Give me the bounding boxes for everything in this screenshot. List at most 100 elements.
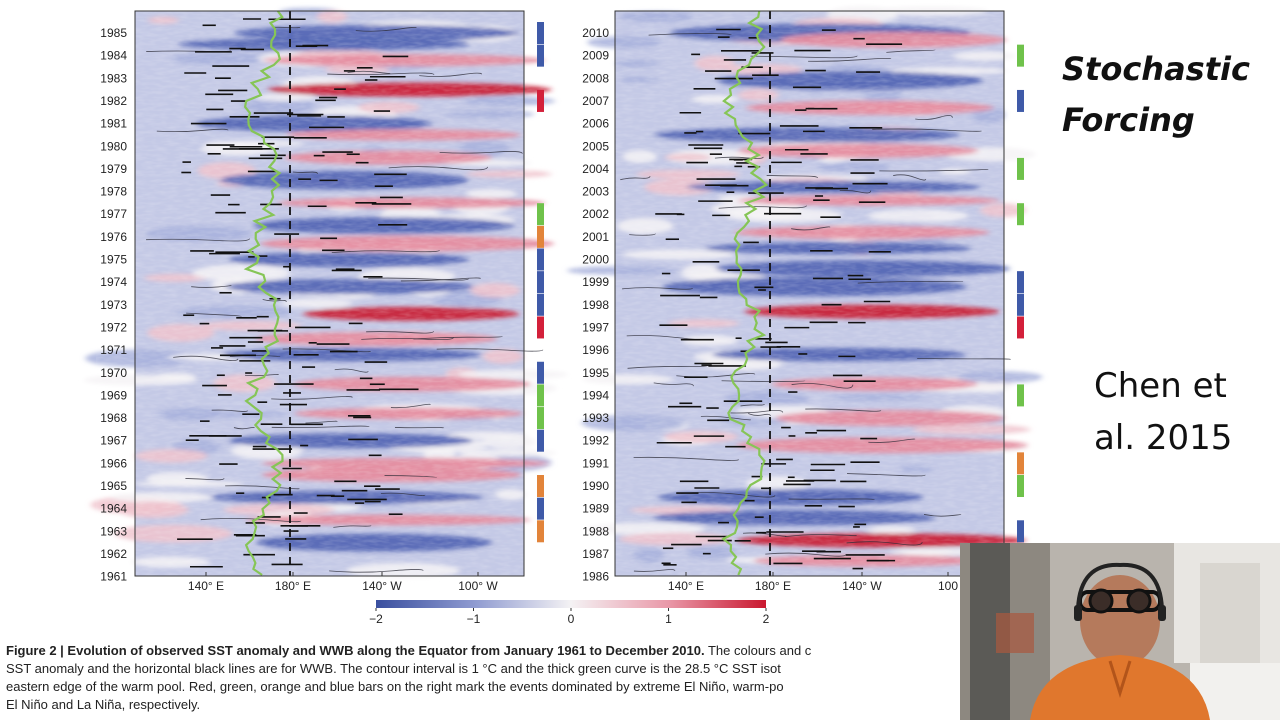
contour-line — [331, 249, 440, 254]
contour-line — [917, 357, 1012, 360]
x-tick-label: 180° E — [275, 579, 311, 593]
contour-line — [653, 382, 694, 387]
event-bar — [537, 203, 544, 226]
contour-line — [211, 409, 248, 412]
event-bar — [1017, 271, 1024, 294]
caption-line-2: SST anomaly and the horizontal black lin… — [6, 661, 781, 676]
contour-line — [879, 169, 989, 172]
event-bar — [537, 22, 544, 44]
y-tick-label: 1974 — [100, 275, 127, 289]
event-bar — [1017, 203, 1024, 226]
caption-line-1-rest: The colours and c — [704, 643, 812, 658]
event-bar — [1017, 89, 1024, 112]
event-bar — [537, 89, 544, 112]
y-tick-label: 1984 — [100, 49, 127, 63]
contour-line — [742, 532, 787, 537]
y-tick-label: 1989 — [582, 502, 609, 516]
contour-line — [347, 70, 391, 74]
contour-line — [390, 403, 431, 409]
y-tick-label: 1979 — [100, 162, 127, 176]
event-bar — [537, 497, 544, 520]
y-tick-label: 1966 — [100, 456, 127, 470]
contour-line — [847, 473, 926, 477]
contour-line — [846, 541, 923, 546]
y-tick-label: 1972 — [100, 320, 127, 334]
caption-label: Figure 2 | Evolution of observed SST ano… — [6, 643, 705, 658]
contour-line — [355, 26, 417, 32]
contour-line — [436, 348, 544, 352]
contour-line — [329, 569, 424, 573]
contour-line — [200, 518, 302, 523]
y-tick-label: 1999 — [582, 275, 609, 289]
contour-line — [886, 49, 936, 53]
warm-pool-isotherm — [243, 10, 284, 576]
y-tick-label: 1981 — [100, 117, 127, 131]
y-tick-label: 1994 — [582, 388, 609, 402]
slide-title-line1: Stochastic — [1062, 50, 1250, 88]
y-tick-label: 1970 — [100, 366, 127, 380]
contour-line — [186, 312, 242, 317]
contour-line — [368, 277, 469, 281]
y-tick-label: 1992 — [582, 434, 609, 448]
event-bar — [537, 44, 544, 67]
figure-caption: Figure 2 | Evolution of observed SST ano… — [6, 642, 966, 714]
event-bar — [537, 225, 544, 248]
event-bar — [1017, 384, 1024, 407]
contour-line — [271, 425, 370, 428]
y-tick-label: 1977 — [100, 207, 127, 221]
y-tick-label: 1982 — [100, 94, 127, 108]
contour-line — [808, 57, 892, 62]
event-bar — [1017, 293, 1024, 316]
y-tick-label: 2009 — [582, 49, 609, 63]
y-tick-label: 1993 — [582, 411, 609, 425]
contour-line — [893, 174, 927, 181]
contour-line — [262, 299, 287, 302]
heatmap-frame — [134, 10, 525, 577]
webcam-illustration — [960, 543, 1280, 720]
contour-line — [225, 485, 300, 490]
contour-line — [788, 498, 875, 501]
citation-line2: al. 2015 — [1094, 418, 1233, 458]
contour-line — [292, 171, 318, 174]
y-tick-label: 1995 — [582, 366, 609, 380]
contour-line — [388, 166, 488, 171]
y-tick-label: 1978 — [100, 185, 127, 199]
y-tick-label: 1973 — [100, 298, 127, 312]
y-tick-label: 1997 — [582, 320, 609, 334]
contour-line — [868, 438, 916, 443]
contour-line — [721, 380, 806, 382]
y-tick-label: 1976 — [100, 230, 127, 244]
colorbar-tick-label: 2 — [763, 612, 770, 626]
contour-line — [439, 151, 523, 154]
y-tick-label: 1963 — [100, 524, 127, 538]
y-tick-label: 1998 — [582, 298, 609, 312]
contour-line — [805, 408, 882, 412]
contour-line — [334, 368, 369, 373]
contour-line — [173, 355, 239, 362]
contour-line — [730, 410, 784, 414]
contour-line — [765, 552, 847, 557]
contour-line — [380, 492, 426, 496]
contour-line — [327, 72, 435, 76]
y-tick-label: 1971 — [100, 343, 127, 357]
x-tick-label: 180° E — [755, 579, 791, 593]
contour-line — [627, 365, 708, 369]
contour-line — [271, 396, 353, 400]
event-bar — [1017, 520, 1024, 543]
contour-line — [700, 415, 752, 421]
y-tick-label: 2003 — [582, 185, 609, 199]
contour-line — [718, 205, 807, 209]
y-tick-label: 1980 — [100, 139, 127, 153]
y-tick-label: 2007 — [582, 94, 609, 108]
contour-line — [872, 128, 982, 132]
contour-line — [361, 337, 454, 341]
colorbar-tick-label: −1 — [467, 612, 481, 626]
contour-line — [233, 427, 255, 430]
event-bar — [1017, 475, 1024, 497]
contour-line — [915, 115, 953, 120]
contour-line — [419, 72, 482, 77]
heatmap-frame — [614, 10, 1005, 577]
contour-line — [923, 514, 962, 517]
event-bar — [537, 293, 544, 316]
